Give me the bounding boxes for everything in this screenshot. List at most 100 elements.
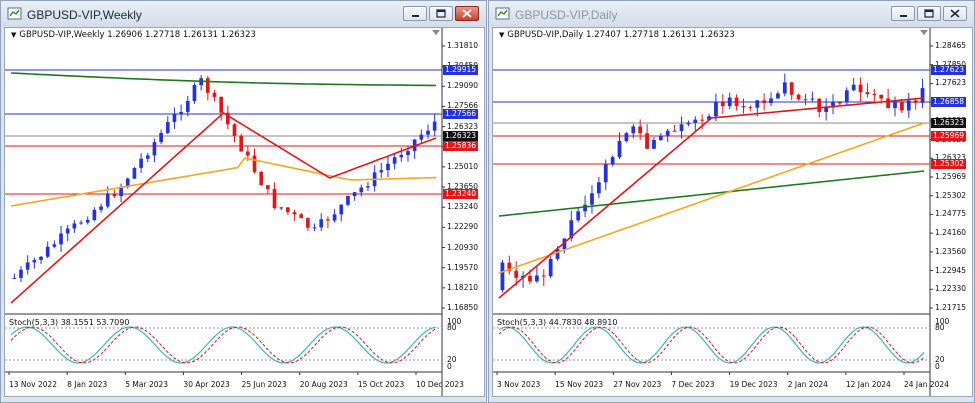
candle-body	[603, 164, 608, 183]
candle-body	[85, 219, 90, 223]
candle-body	[700, 119, 705, 121]
price-level-tag: 1.25836	[443, 141, 479, 151]
date-label: 13 Nov 2022	[9, 380, 58, 389]
minimize-button[interactable]	[403, 6, 427, 21]
price-tick-label: 1.22330	[935, 284, 967, 294]
collapse-triangle-icon: ▼	[499, 31, 505, 39]
close-button[interactable]	[943, 6, 967, 21]
candle-body	[286, 207, 290, 213]
price-tick-label: 1.16850	[447, 303, 479, 312]
candle-body	[72, 223, 77, 229]
date-label: 3 Nov 2023	[497, 380, 541, 389]
daily-price-plot[interactable]	[493, 28, 972, 396]
candle-body	[596, 182, 601, 194]
price-tick-label: 1.27850	[935, 60, 966, 69]
candle-body	[112, 193, 117, 197]
candle-body	[631, 126, 636, 134]
daily-chart-area[interactable]: ▼ GBPUSD-VIP,Daily 1.27407 1.27718 1.2613…	[492, 27, 973, 397]
candle-body	[679, 124, 684, 132]
candle-body	[528, 275, 532, 282]
candle-body	[727, 97, 732, 107]
candle-body	[762, 100, 767, 104]
price-tick-label: 1.18210	[447, 282, 479, 292]
window-titlebar[interactable]: GBPUSD-VIP,Daily	[489, 1, 974, 27]
candle-body	[319, 219, 324, 228]
candle-body	[332, 214, 337, 221]
date-label: 27 Nov 2023	[613, 380, 662, 389]
candle-body	[299, 214, 304, 219]
candle-body	[583, 204, 587, 212]
price-level-tag: 1.26858	[931, 97, 967, 107]
daily-chart-window[interactable]: GBPUSD-VIP,Daily ▼ GBPUSD-VIP,Daily 1.274…	[488, 0, 975, 403]
weekly-chart-area[interactable]: ▼ GBPUSD-VIP,Weekly 1.26906 1.27718 1.261…	[4, 27, 485, 397]
restore-icon	[436, 9, 446, 18]
candle-body	[851, 84, 856, 91]
ma-fast-line	[10, 112, 437, 304]
close-button[interactable]	[455, 6, 479, 21]
candle-body	[576, 211, 581, 221]
weekly-price-plot[interactable]	[5, 28, 484, 396]
candle-body	[92, 209, 97, 220]
chart-app-icon	[7, 7, 22, 20]
candle-body	[693, 119, 698, 123]
price-level-tag: 1.25302	[931, 159, 967, 169]
price-tick-label: 1.22945	[935, 265, 967, 275]
candle-body	[192, 85, 197, 101]
candle-body	[246, 151, 250, 156]
date-label: 25 Jun 2023	[241, 380, 287, 389]
candle-body	[359, 187, 364, 193]
price-level-tag: 1.29915	[443, 65, 479, 75]
weekly-chart-window[interactable]: GBPUSD-VIP,Weekly ▼ GBPUSD-VIP,Weekly 1.2…	[0, 0, 487, 403]
minimize-button[interactable]	[891, 6, 915, 21]
candle-body	[796, 94, 801, 100]
price-tick-label: 1.22290	[447, 222, 479, 232]
restore-button[interactable]	[917, 6, 941, 21]
candle-body	[45, 246, 50, 257]
ma-mid-line	[498, 122, 925, 274]
candle-body	[645, 133, 649, 149]
candle-body	[844, 90, 849, 103]
restore-icon	[924, 9, 934, 18]
price-tick-label: 1.24775	[935, 209, 967, 219]
candle-body	[306, 218, 310, 228]
candle-body	[326, 219, 330, 221]
stoch-signal-line	[10, 326, 437, 364]
price-tick-label: 1.23240	[447, 202, 479, 212]
candle-body	[831, 102, 835, 108]
chart-header-text: GBPUSD-VIP,Daily 1.27407 1.27718 1.26131…	[507, 30, 735, 40]
ma-slow-line	[10, 72, 436, 87]
candle-body	[672, 130, 677, 132]
price-tick-label: 1.21715	[935, 303, 967, 312]
candle-body	[279, 207, 284, 209]
close-icon	[462, 9, 472, 18]
price-tick-label: 1.28465	[935, 41, 967, 50]
candle-body	[346, 195, 350, 205]
price-tick-label: 1.24160	[935, 228, 967, 238]
date-label: 8 Jan 2023	[67, 380, 108, 389]
candle-body	[776, 93, 780, 99]
candle-body	[292, 212, 297, 215]
candle-body	[507, 262, 512, 271]
stoch-main-line	[498, 326, 925, 364]
date-label: 10 Dec 2023	[416, 380, 464, 389]
candle-body	[79, 222, 83, 224]
stoch-tick-label: 100	[447, 317, 462, 326]
candle-body	[266, 185, 270, 190]
restore-button[interactable]	[429, 6, 453, 21]
candle-body	[105, 193, 110, 207]
price-level-tag: 1.25969	[931, 131, 967, 141]
candle-body	[810, 98, 815, 100]
candle-body	[366, 186, 370, 188]
candle-body	[39, 256, 43, 260]
candle-body	[789, 82, 794, 95]
window-title: GBPUSD-VIP,Daily	[515, 8, 618, 22]
candle-body	[159, 132, 163, 143]
candle-body	[555, 249, 560, 259]
candle-body	[624, 133, 629, 142]
candle-body	[179, 111, 183, 114]
stoch-label: Stoch(5,3,3) 44.7830 48.8910	[497, 318, 618, 327]
window-titlebar[interactable]: GBPUSD-VIP,Weekly	[1, 1, 486, 27]
candle-body	[858, 84, 863, 93]
candle-body	[755, 100, 760, 108]
candle-body	[392, 157, 397, 164]
